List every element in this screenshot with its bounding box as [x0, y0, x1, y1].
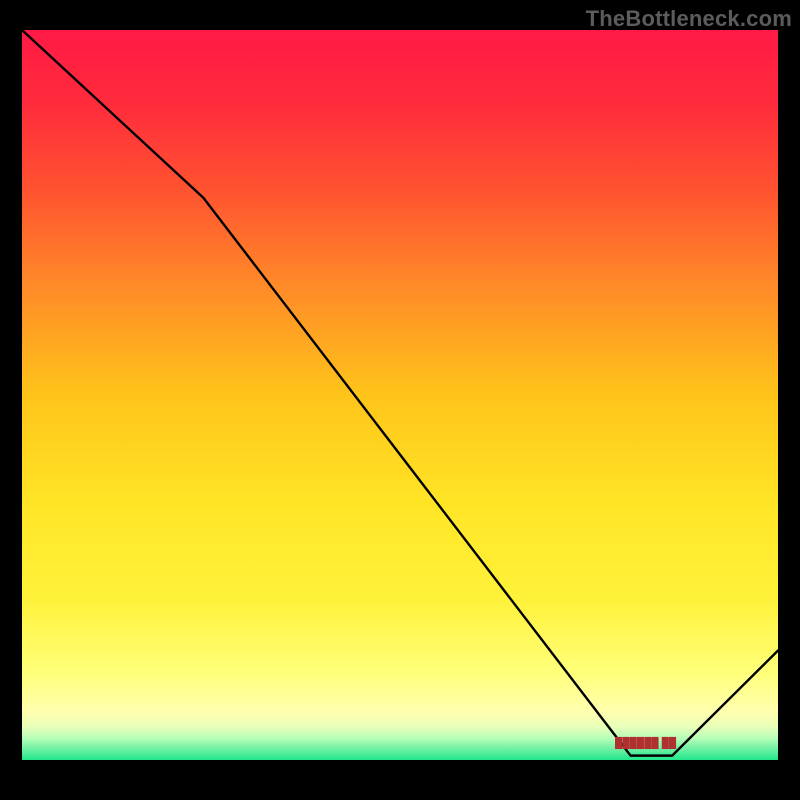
baseline-marker-label: ██████ ██	[615, 738, 676, 749]
plot-area: ██████ ██	[22, 30, 778, 760]
watermark-text: TheBottleneck.com	[586, 6, 792, 32]
chart-stage: TheBottleneck.com ██████ ██	[0, 0, 800, 800]
plot-svg	[22, 30, 778, 760]
gradient-background	[22, 30, 778, 760]
